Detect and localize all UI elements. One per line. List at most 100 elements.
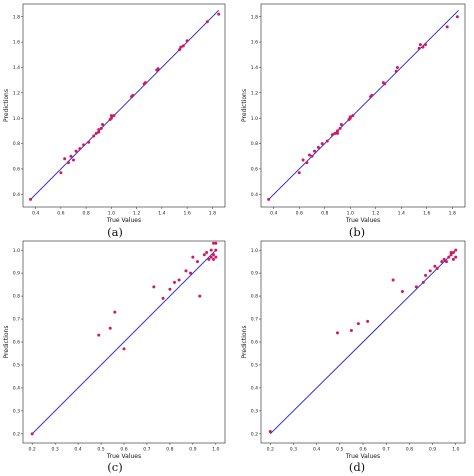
y-tick-label: 1.0 bbox=[13, 116, 20, 122]
x-tick-label: 0.3 bbox=[290, 447, 297, 453]
data-point bbox=[351, 114, 355, 118]
data-point bbox=[449, 250, 453, 254]
data-point bbox=[99, 126, 103, 130]
data-point bbox=[189, 271, 193, 275]
data-point bbox=[356, 322, 360, 326]
data-point bbox=[428, 269, 432, 273]
data-point bbox=[391, 278, 395, 282]
x-tick-label: 0.4 bbox=[74, 447, 81, 453]
panel-caption: (d) bbox=[349, 460, 365, 474]
y-tick-label: 0.6 bbox=[251, 340, 258, 346]
data-point bbox=[395, 65, 399, 69]
data-point bbox=[433, 264, 437, 268]
data-point bbox=[214, 255, 218, 259]
data-point bbox=[185, 39, 189, 43]
data-point bbox=[181, 44, 185, 48]
data-point bbox=[442, 257, 446, 261]
data-point bbox=[421, 45, 425, 49]
chart-panel-3: 0.2 0.3 0.4 0.5 0.6 0.7 0.8 0.9 1.0 0.2 0.3 0.4 0.5 0… bbox=[3, 240, 226, 460]
data-point bbox=[108, 326, 112, 330]
x-axis-label: True Values bbox=[345, 217, 380, 224]
data-point bbox=[168, 287, 172, 291]
x-tick-label: 0.7 bbox=[143, 447, 150, 453]
x-tick-label: 0.6 bbox=[120, 447, 127, 453]
data-point bbox=[207, 257, 211, 261]
data-point bbox=[72, 158, 75, 162]
y-axis-label: Predictions bbox=[241, 89, 248, 122]
data-point bbox=[336, 331, 339, 335]
y-tick-label: 0.8 bbox=[251, 294, 258, 300]
data-point bbox=[131, 93, 135, 97]
x-tick-label: 1.6 bbox=[423, 211, 430, 217]
data-point bbox=[455, 15, 459, 19]
y-tick-label: 1.4 bbox=[251, 65, 258, 71]
x-tick-label: 0.6 bbox=[359, 447, 366, 453]
data-point bbox=[268, 430, 272, 434]
data-point bbox=[205, 250, 209, 254]
data-point bbox=[333, 131, 337, 135]
chart-panel-2: 0.4 0.6 0.8 1.0 1.2 1.4 1.6 1.8 0.4 0.6 0.8 1.0 1.2 1… bbox=[241, 3, 466, 224]
x-tick-label: 1.4 bbox=[158, 211, 165, 217]
data-point bbox=[339, 123, 343, 127]
y-axis-label: Predictions bbox=[241, 326, 248, 359]
panel-caption: (a) bbox=[107, 225, 123, 239]
data-point bbox=[217, 12, 221, 16]
y-tick-label: 0.8 bbox=[13, 294, 20, 300]
data-point bbox=[449, 253, 453, 257]
data-point bbox=[417, 46, 421, 50]
y-axis-label: Predictions bbox=[3, 326, 10, 359]
data-point bbox=[195, 260, 199, 264]
data-point bbox=[152, 285, 156, 289]
data-point bbox=[301, 158, 305, 162]
y-tick-label: 1.6 bbox=[251, 40, 258, 46]
y-tick-label: 0.6 bbox=[13, 340, 20, 346]
y-tick-label: 0.6 bbox=[13, 167, 20, 173]
y-tick-label: 0.4 bbox=[13, 192, 20, 198]
x-axis-label: True Values bbox=[345, 453, 380, 460]
x-tick-label: 0.3 bbox=[51, 447, 58, 453]
data-point bbox=[179, 45, 183, 49]
y-tick-label: 1.8 bbox=[13, 14, 20, 20]
x-tick-label: 0.2 bbox=[29, 447, 36, 453]
data-point bbox=[267, 197, 271, 201]
y-tick-label: 0.2 bbox=[13, 431, 20, 437]
data-point bbox=[424, 273, 428, 277]
y-tick-label: 0.8 bbox=[251, 141, 258, 147]
y-tick-label: 1.4 bbox=[13, 65, 20, 71]
data-point bbox=[383, 82, 387, 86]
data-point bbox=[113, 310, 117, 314]
data-point bbox=[451, 257, 455, 261]
data-point bbox=[212, 257, 216, 261]
data-point bbox=[173, 280, 176, 284]
data-point bbox=[191, 255, 195, 259]
x-tick-label: 1.0 bbox=[347, 211, 354, 217]
data-point bbox=[348, 115, 352, 119]
x-tick-label: 1.2 bbox=[372, 211, 379, 217]
reference-line bbox=[31, 249, 217, 435]
reference-line bbox=[30, 10, 220, 200]
x-tick-label: 0.9 bbox=[429, 447, 436, 453]
data-point bbox=[336, 129, 339, 133]
x-tick-label: 1.8 bbox=[449, 211, 456, 217]
y-axis-label: Predictions bbox=[3, 89, 10, 122]
x-tick-label: 0.2 bbox=[267, 447, 274, 453]
data-point bbox=[212, 241, 216, 245]
axes-frame bbox=[22, 3, 226, 208]
data-point bbox=[349, 329, 353, 333]
data-point bbox=[418, 43, 422, 47]
data-point bbox=[78, 147, 82, 151]
x-tick-label: 0.8 bbox=[82, 211, 89, 217]
data-point bbox=[109, 116, 113, 120]
data-point bbox=[447, 255, 451, 259]
y-tick-label: 1.6 bbox=[13, 40, 20, 46]
data-point bbox=[394, 69, 398, 73]
axes-frame bbox=[260, 3, 466, 208]
x-tick-label: 1.0 bbox=[452, 447, 459, 453]
data-point bbox=[316, 145, 320, 149]
data-point bbox=[178, 48, 182, 52]
y-tick-label: 1.8 bbox=[251, 14, 258, 20]
y-tick-label: 0.4 bbox=[251, 386, 258, 392]
data-point bbox=[205, 20, 209, 24]
x-tick-label: 1.4 bbox=[398, 211, 405, 217]
